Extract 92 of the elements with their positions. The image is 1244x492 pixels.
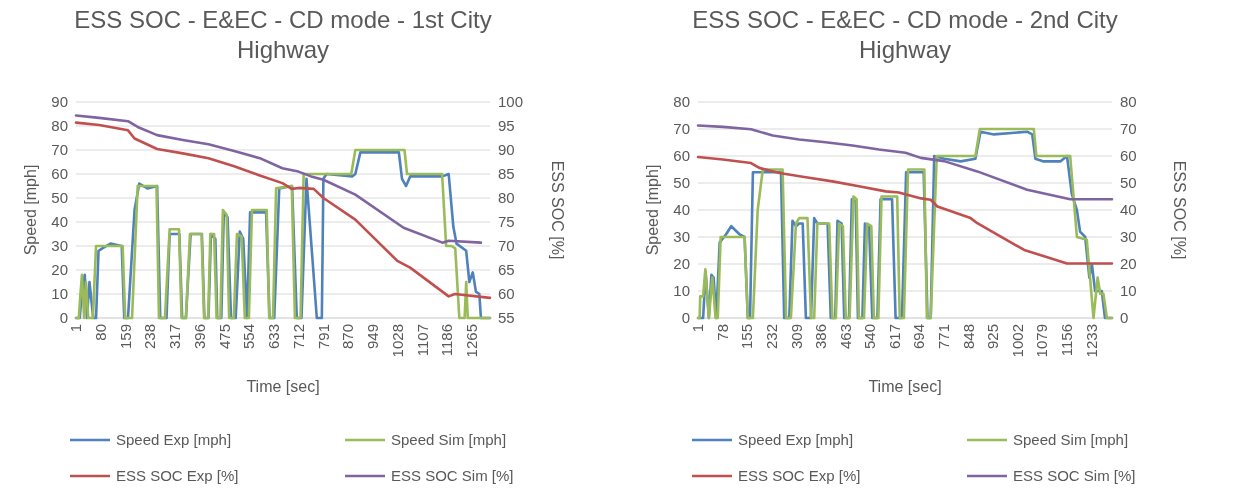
x-tick-label: 463 [836,324,854,350]
y-tick-label: 40 [51,213,68,231]
y2-tick-label: 80 [498,189,515,207]
y-tick-label: 20 [51,261,68,279]
x-tick-label: 80 [91,324,109,341]
y-tick-label: 60 [51,165,68,183]
y-tick-label: 60 [673,147,690,165]
x-tick-label: 1265 [463,324,481,358]
chart-title: ESS SOC - E&EC - CD mode - 1st City Highway [74,6,492,63]
y2-tick-label: 100 [498,93,524,111]
y-tick-label: 0 [681,309,690,327]
y2-tick-label: 50 [1120,174,1137,192]
line-series [74,114,483,244]
x-tick-label: 238 [141,324,159,350]
x-tick-label: 1186 [438,324,456,357]
x-tick-label: 540 [861,324,879,350]
x-tick-label: 791 [314,324,332,350]
y2-axis-title: ESS SOC [%] [549,160,566,260]
x-tick-label: 155 [738,324,756,350]
y-axis-title: Speed [mph] [644,164,661,256]
y-tick-label: 50 [51,189,68,207]
x-tick-label: 1079 [1033,324,1051,358]
legend-label: Speed Exp [mph] [116,431,232,449]
line-series [696,155,1114,265]
y-tick-label: 0 [59,309,68,327]
x-tick-label: 1002 [1008,324,1026,358]
x-tick-label: 1028 [388,324,406,358]
legend-label: ESS SOC Sim [%] [1013,467,1136,485]
x-tick-label: 949 [364,324,382,350]
x-tick-label: 1156 [1057,324,1075,357]
y-tick-label: 50 [673,174,690,192]
chart-title: ESS SOC - E&EC - CD mode - 2nd City Highway [692,6,1118,63]
line-series [74,121,492,300]
y2-tick-label: 65 [498,261,515,279]
y-tick-label: 80 [673,93,690,111]
x-tick-label: 925 [984,324,1002,350]
x-tick-label: 317 [166,324,184,350]
x-axis-title: Time [sec] [246,378,320,395]
y-tick-label: 20 [673,255,690,273]
x-tick-label: 694 [910,324,928,350]
legend-label: Speed Sim [mph] [391,431,507,449]
y-tick-label: 80 [51,117,68,135]
y2-tick-label: 40 [1120,201,1137,219]
x-tick-label: 78 [713,324,731,341]
legend-label: ESS SOC Exp [%] [738,467,861,485]
x-tick-label: 232 [762,324,780,350]
x-tick-label: 309 [787,324,805,350]
y-tick-label: 10 [673,282,690,300]
line-series [696,124,1114,201]
y2-tick-label: 80 [1120,93,1137,111]
y-tick-label: 70 [673,120,690,138]
x-tick-label: 1233 [1082,324,1100,358]
x-tick-label: 396 [190,324,208,350]
y2-tick-label: 75 [498,213,515,231]
x-tick-label: 617 [885,324,903,350]
x-tick-label: 554 [240,324,258,350]
y-tick-label: 10 [51,285,68,303]
legend-label: Speed Exp [mph] [738,431,854,449]
y-tick-label: 30 [51,237,68,255]
legend-label: ESS SOC Sim [%] [391,467,514,485]
x-axis-title: Time [sec] [868,378,942,395]
x-tick-label: 633 [265,324,283,350]
y2-tick-label: 60 [498,285,515,303]
y2-tick-label: 10 [1120,282,1137,300]
x-tick-label: 159 [116,324,134,350]
legend-label: ESS SOC Exp [%] [116,467,239,485]
y-tick-label: 40 [673,201,690,219]
y2-axis-title: ESS SOC [%] [1171,160,1188,260]
y2-tick-label: 30 [1120,228,1137,246]
y2-tick-label: 70 [1120,120,1137,138]
x-tick-label: 870 [339,324,357,350]
x-tick-label: 386 [812,324,830,350]
y2-tick-label: 0 [1120,309,1129,327]
y2-tick-label: 60 [1120,147,1137,165]
y2-tick-label: 70 [498,237,515,255]
y-axis-title: Speed [mph] [22,164,39,256]
x-tick-label: 1 [689,324,707,333]
y2-tick-label: 85 [498,165,515,183]
x-tick-label: 848 [959,324,977,350]
x-tick-label: 475 [215,324,233,350]
x-tick-label: 1 [67,324,85,333]
y-tick-label: 70 [51,141,68,159]
x-tick-label: 771 [935,324,953,350]
y2-tick-label: 20 [1120,255,1137,273]
y-tick-label: 90 [51,93,68,111]
y2-tick-label: 95 [498,117,515,135]
y2-tick-label: 90 [498,141,515,159]
legend-label: Speed Sim [mph] [1013,431,1129,449]
y-tick-label: 30 [673,228,690,246]
y2-tick-label: 55 [498,309,515,327]
x-tick-label: 1107 [413,324,431,357]
x-tick-label: 712 [289,324,307,350]
